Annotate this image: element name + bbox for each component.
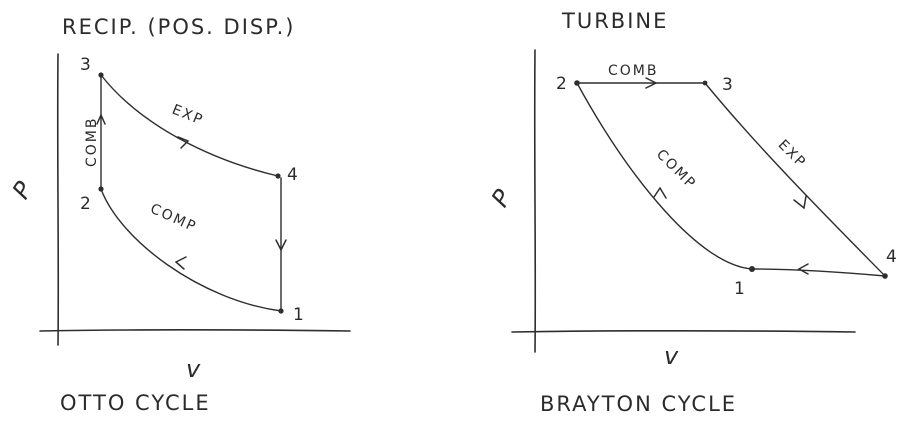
brayton-x-axis — [511, 330, 856, 333]
otto-compression-curve — [100, 188, 282, 312]
otto-compression-arrow — [174, 256, 187, 270]
otto-exp-label: EXP — [170, 102, 206, 129]
brayton-diagram: TURBINE P v 2 3 4 1 COMB EXP COMP BRAYTO… — [486, 9, 899, 416]
brayton-compression-arrow — [653, 186, 667, 199]
brayton-expansion-curve — [704, 82, 886, 277]
brayton-point-3-dot — [702, 80, 708, 86]
otto-point-3-dot — [98, 72, 104, 78]
brayton-expansion-arrow — [793, 195, 807, 210]
brayton-point-1-dot — [749, 266, 755, 272]
brayton-caption: BRAYTON CYCLE — [540, 392, 737, 416]
otto-point-1-dot — [278, 308, 284, 314]
otto-point-4-label: 4 — [287, 165, 300, 185]
brayton-header: TURBINE — [561, 9, 668, 33]
otto-point-2-dot — [98, 186, 104, 192]
otto-diagram: RECIP. (POS. DISP.) P v 3 4 2 1 EXP COMP… — [7, 15, 351, 415]
otto-point-2-label: 2 — [80, 194, 93, 214]
otto-comb-label: COMB — [84, 117, 100, 167]
brayton-compression-curve — [576, 82, 753, 270]
otto-caption: OTTO CYCLE — [60, 391, 211, 415]
brayton-point-2-dot — [574, 80, 580, 86]
brayton-comb-label: COMB — [608, 63, 658, 79]
brayton-y-axis-label: P — [486, 183, 518, 212]
brayton-comp-label: COMP — [653, 147, 699, 193]
otto-point-3-label: 3 — [80, 55, 93, 75]
otto-header: RECIP. (POS. DISP.) — [62, 15, 295, 39]
brayton-heat-rejection-curve — [751, 268, 886, 277]
brayton-point-4-label: 4 — [886, 247, 899, 267]
brayton-combustion-arrow — [645, 77, 658, 89]
otto-x-axis-label: v — [186, 355, 202, 383]
otto-x-axis — [39, 329, 351, 332]
otto-expansion-arrow — [177, 136, 190, 149]
otto-rejection-arrow — [275, 239, 287, 252]
brayton-point-1-label: 1 — [734, 279, 747, 299]
otto-y-axis-label: P — [7, 175, 39, 204]
brayton-exp-label: EXP — [775, 137, 810, 172]
otto-point-1-label: 1 — [293, 305, 306, 325]
otto-comp-label: COMP — [148, 201, 200, 236]
brayton-rejection-arrow — [797, 263, 809, 275]
brayton-point-2-label: 2 — [556, 74, 569, 94]
otto-combustion-arrow — [96, 113, 106, 125]
otto-y-axis — [56, 53, 60, 346]
brayton-x-axis-label: v — [664, 342, 680, 370]
brayton-point-3-label: 3 — [722, 75, 735, 95]
otto-point-4-dot — [275, 173, 281, 179]
brayton-point-4-dot — [882, 273, 888, 279]
otto-expansion-curve — [100, 74, 279, 177]
brayton-y-axis — [533, 49, 537, 353]
